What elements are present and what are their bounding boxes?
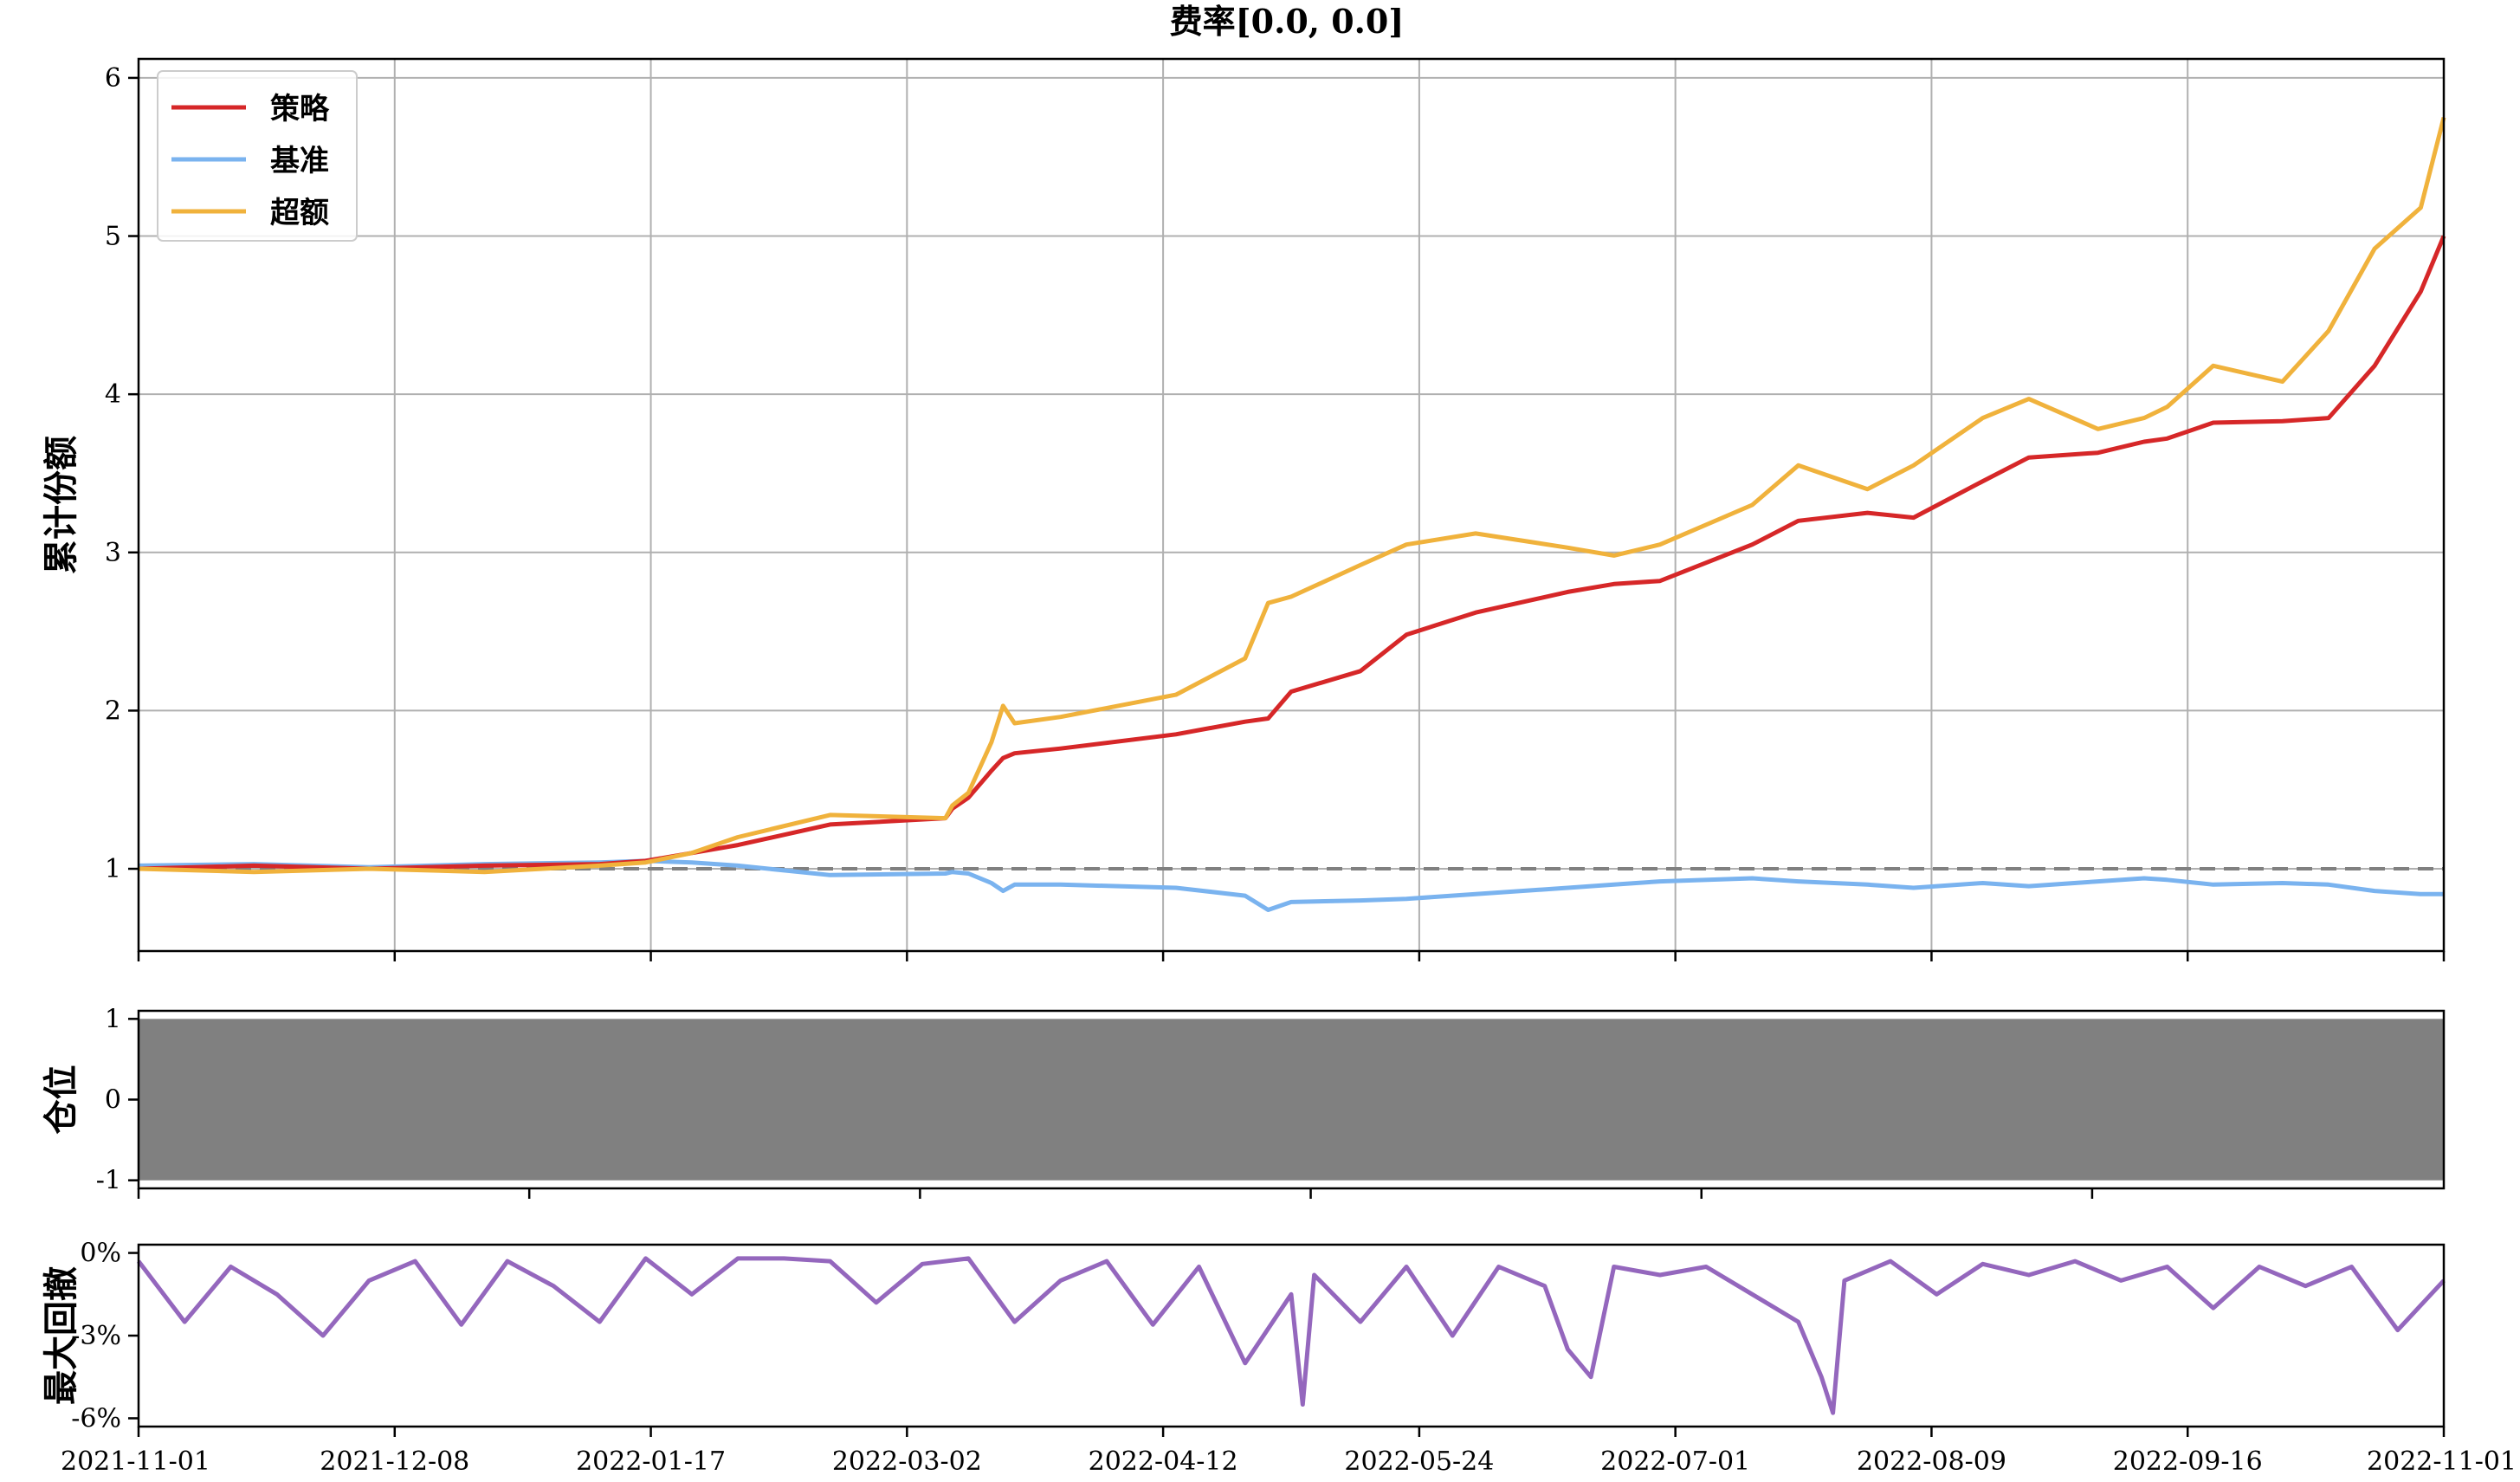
x-tick-label-2: 2022-01-17 [576, 1446, 726, 1477]
cumulative-grid [138, 59, 2445, 951]
legend-label-strategy: 策略 [270, 92, 330, 126]
x-tick-label-0: 2021-11-01 [61, 1446, 210, 1477]
x-tick-label-4: 2022-04-12 [1089, 1446, 1238, 1477]
legend: 策略 基准 超额 [157, 70, 358, 242]
x-tick-label-8: 2022-09-16 [2113, 1446, 2263, 1477]
excess-line [138, 116, 2446, 875]
legend-label-excess: 超额 [270, 196, 329, 230]
drawdown-y-axis-label: 最大回撤 [42, 1266, 81, 1405]
cumulative-y-tick-label-1: 2 [105, 696, 121, 726]
position-y-tick-label-0: -1 [96, 1166, 121, 1196]
cumulative-panel: 1 2 3 4 5 6 累计份额 策略 基准 超额 [42, 57, 2446, 961]
x-tick-label-5: 2022-05-24 [1344, 1446, 1494, 1477]
drawdown-x-ticks: 2021-11-01 2021-12-08 2022-01-17 2022-03-02… [61, 1427, 2517, 1477]
strategy-line [138, 235, 2446, 871]
x-tick-label-3: 2022-03-02 [832, 1446, 982, 1477]
cumulative-y-tick-label-2: 3 [105, 538, 121, 568]
drawdown-y-ticks: 0% -3% -6% [71, 1239, 139, 1433]
drawdown-line [137, 1256, 2446, 1415]
cumulative-x-tick-marks [137, 951, 2446, 961]
position-y-tick-label-2: 1 [105, 1004, 121, 1034]
x-tick-label-6: 2022-07-01 [1600, 1446, 1750, 1477]
drawdown-series-line [137, 1256, 2446, 1415]
position-fill-area [139, 1019, 2444, 1181]
drawdown-y-tick-label-0: 0% [80, 1239, 121, 1269]
x-tick-label-1: 2021-12-08 [320, 1446, 469, 1477]
cumulative-y-axis-label: 累计份额 [42, 436, 81, 574]
position-y-axis-label: 仓位 [42, 1065, 81, 1135]
drawdown-panel: 0%-3%-6% 2021-11-01 2021-12-08 2022-01-17 2… [42, 1239, 2517, 1477]
legend-box [157, 70, 358, 242]
drawdown-y-tick-label-2: -6% [71, 1403, 121, 1433]
benchmark-line [138, 858, 2444, 912]
x-tick-label-9: 2022-11-01 [2367, 1446, 2517, 1477]
cumulative-plot-frame [137, 57, 2446, 953]
position-x-tick-marks [137, 1188, 2094, 1199]
position-y-ticks: -1 0 1 [96, 1004, 139, 1196]
position-panel: -1 0 1 仓位 [42, 1004, 2446, 1199]
x-tick-label-7: 2022-08-09 [1857, 1446, 2006, 1477]
position-y-tick-label-1: 0 [105, 1085, 121, 1116]
cumulative-series-lines [138, 116, 2446, 912]
chart-title: 费率[0.0, 0.0] [1170, 2, 1405, 41]
cumulative-y-tick-label-5: 6 [105, 63, 121, 94]
drawdown-y-tick-label-1: -3% [71, 1321, 121, 1351]
legend-label-benchmark: 基准 [270, 144, 329, 178]
cumulative-y-ticks: 1 2 3 4 5 6 [105, 63, 139, 884]
cumulative-y-tick-label-0: 1 [105, 854, 121, 884]
cumulative-y-tick-label-4: 5 [105, 222, 121, 252]
cumulative-y-tick-label-3: 4 [105, 379, 121, 410]
